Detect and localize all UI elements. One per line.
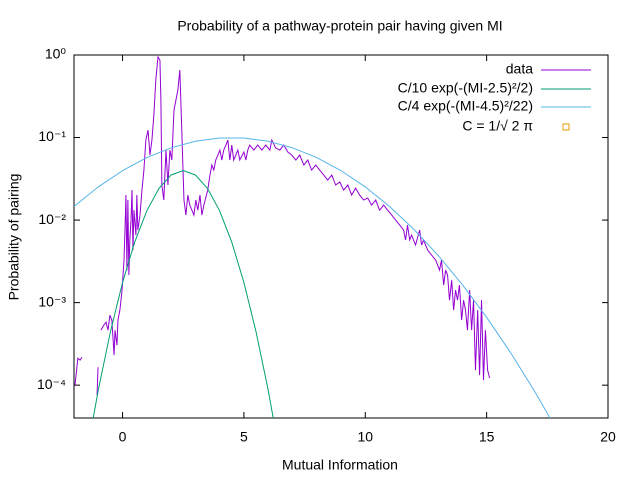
plot-border	[73, 54, 609, 419]
x-axis-label: Mutual Information	[282, 457, 398, 473]
x-tick-label: 10	[357, 429, 373, 445]
series-line	[74, 137, 551, 418]
y-tick-label: 10⁰	[45, 46, 67, 62]
series-line	[92, 169, 274, 418]
chart-title: Probability of a pathway-protein pair ha…	[177, 18, 502, 34]
legend-label: C/4 exp(-(MI-4.5)²/22)	[398, 98, 533, 114]
series-line	[74, 55, 491, 396]
x-tick-label: 0	[119, 429, 127, 445]
x-tick-label: 20	[600, 429, 616, 445]
legend-label: data	[506, 61, 533, 77]
legend-marker	[562, 123, 570, 131]
y-tick-label: 10⁻³	[38, 293, 66, 309]
x-tick-label: 5	[240, 429, 248, 445]
plot-area	[74, 55, 551, 418]
y-tick-label: 10⁻²	[38, 211, 66, 227]
y-tick-label: 10⁻¹	[38, 128, 66, 144]
x-tick-label: 15	[479, 429, 495, 445]
legend-label: C = 1/√ 2 π	[462, 118, 533, 134]
y-axis-label: Probability of pairing	[6, 174, 22, 301]
y-tick-label: 10⁻⁴	[37, 376, 66, 392]
legend-label: C/10 exp(-(MI-2.5)²/2)	[398, 80, 533, 96]
